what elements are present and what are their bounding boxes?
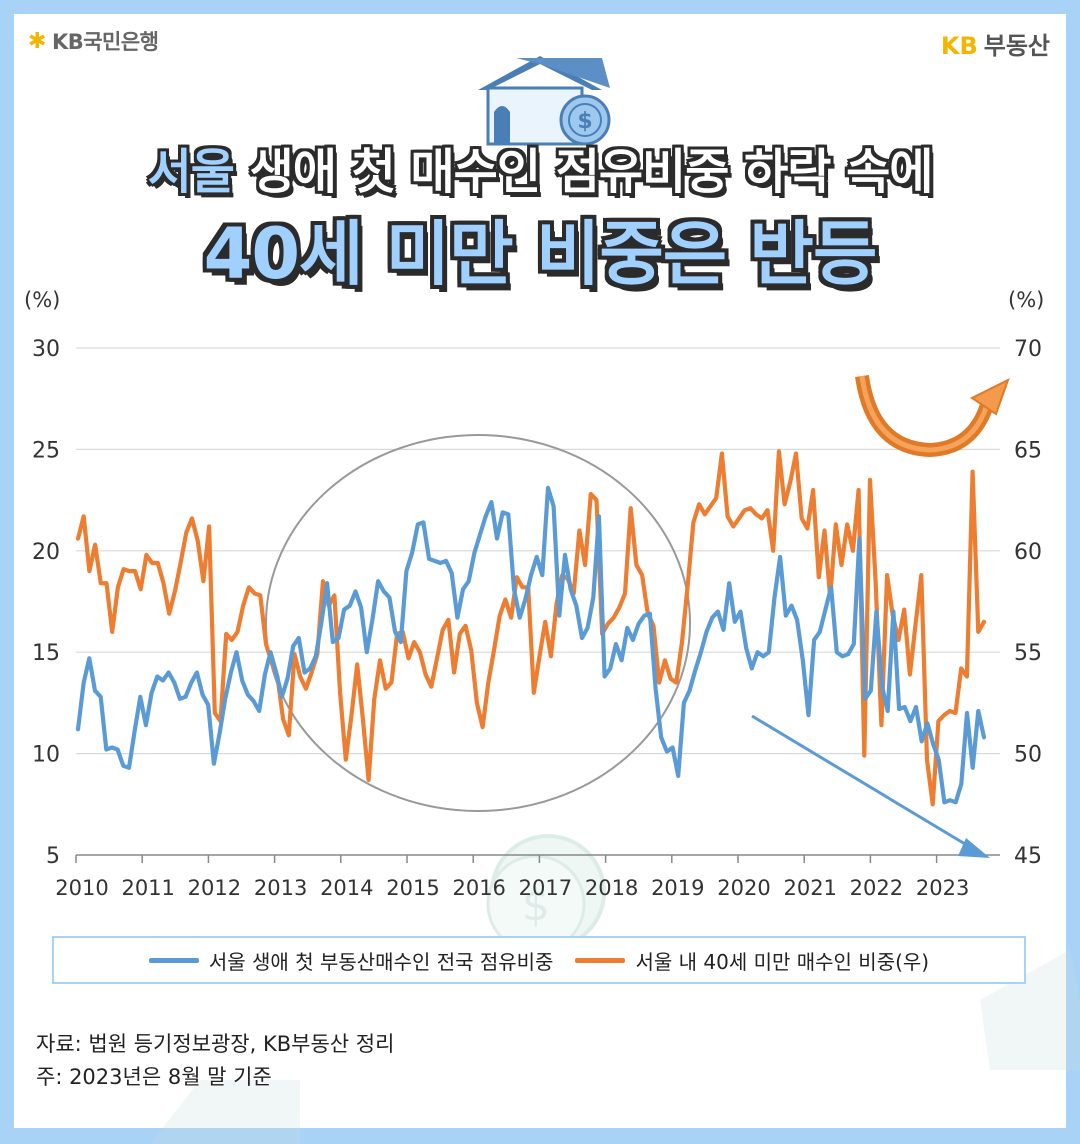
x-tick-label: 2019	[651, 876, 704, 900]
kb-star-icon: ✱	[28, 28, 46, 54]
left-axis-ticks: 30 25 20 15 10 5	[32, 337, 60, 869]
title-line-1-rest: 생애 첫 매수인 점유비중 하락 속에	[249, 144, 934, 200]
legend-swatch-blue	[148, 957, 199, 963]
legend-swatch-orange	[575, 957, 626, 963]
right-axis-ticks: 70 65 60 55 50 45	[1014, 337, 1042, 869]
title-line-2: 40세 미만 비중은 반등	[203, 213, 878, 295]
background-coin-icon: $	[486, 834, 606, 954]
svg-text:$: $	[577, 109, 592, 134]
source-note: 자료: 법원 등기정보광장, KB부동산 정리 주: 2023년은 8월 말 기…	[36, 1028, 394, 1094]
background-house-icon	[150, 950, 1080, 1144]
x-tick-label: 2011	[121, 876, 174, 900]
right-axis-unit: (%)	[1008, 288, 1044, 312]
left-tick-label: 5	[46, 844, 60, 869]
left-axis-unit: (%)	[24, 288, 60, 312]
x-tick-label: 2010	[55, 876, 108, 900]
left-tick-label: 30	[32, 337, 60, 362]
right-tick-label: 60	[1014, 540, 1042, 565]
x-tick-label: 2013	[254, 876, 307, 900]
kb-realestate-logo: KB 부동산	[941, 26, 1050, 61]
svg-text:$: $	[522, 880, 550, 931]
left-tick-label: 20	[32, 540, 60, 565]
x-tick-label: 2017	[519, 876, 572, 900]
legend-label-blue: 서울 생애 첫 부동산매수인 전국 점유비중	[208, 949, 554, 974]
x-tick-label: 2018	[585, 876, 638, 900]
down-arrow-icon	[751, 714, 990, 858]
footnote-text: 주: 2023년은 8월 말 기준	[36, 1065, 272, 1089]
x-tick-label: 2015	[386, 876, 439, 900]
x-tick-label: 2012	[188, 876, 241, 900]
up-arrow-icon	[855, 374, 1010, 458]
x-axis-ticks: 2010 2011 2012 2013 2014 2015 2016 2017 2018 2019…	[55, 855, 969, 900]
left-tick-label: 10	[32, 743, 60, 768]
left-tick-label: 25	[32, 438, 60, 463]
kb-bank-logo-text: KB국민은행	[51, 30, 159, 54]
right-tick-label: 50	[1014, 743, 1042, 768]
legend-item-orange: 서울 내 40세 미만 매수인 비중(우)	[575, 946, 929, 975]
legend-label-orange: 서울 내 40세 미만 매수인 비중(우)	[635, 949, 930, 974]
house-coin-icon: $	[478, 56, 611, 146]
x-tick-label: 2023	[916, 876, 969, 900]
grid-lines	[76, 347, 1000, 755]
x-tick-label: 2016	[452, 876, 505, 900]
x-tick-label: 2022	[850, 876, 903, 900]
x-tick-label: 2014	[320, 876, 373, 900]
series-lines	[75, 449, 987, 807]
kb-realestate-logo-kb: KB	[940, 32, 978, 60]
kb-bank-logo: ✱ KB국민은행	[28, 26, 159, 56]
right-tick-label: 45	[1014, 844, 1042, 869]
kb-realestate-logo-text: 부동산	[983, 32, 1050, 60]
right-tick-label: 65	[1014, 438, 1042, 463]
highlight-ellipse	[265, 434, 691, 812]
title-highlight: 서울	[147, 144, 235, 200]
legend-item-blue: 서울 생애 첫 부동산매수인 전국 점유비중	[148, 946, 554, 975]
x-tick-label: 2020	[717, 876, 770, 900]
x-tick-label: 2021	[783, 876, 836, 900]
right-tick-label: 70	[1014, 337, 1042, 362]
right-tick-label: 55	[1014, 641, 1042, 666]
left-tick-label: 15	[32, 641, 60, 666]
title-line-1: 서울 생애 첫 매수인 점유비중 하락 속에	[0, 132, 1080, 202]
series-line-blue	[75, 485, 987, 805]
source-text: 자료: 법원 등기정보광장, KB부동산 정리	[36, 1032, 395, 1056]
chart-legend: 서울 생애 첫 부동산매수인 전국 점유비중 서울 내 40세 미만 매수인 비…	[52, 936, 1026, 984]
series-line-orange	[75, 449, 987, 807]
